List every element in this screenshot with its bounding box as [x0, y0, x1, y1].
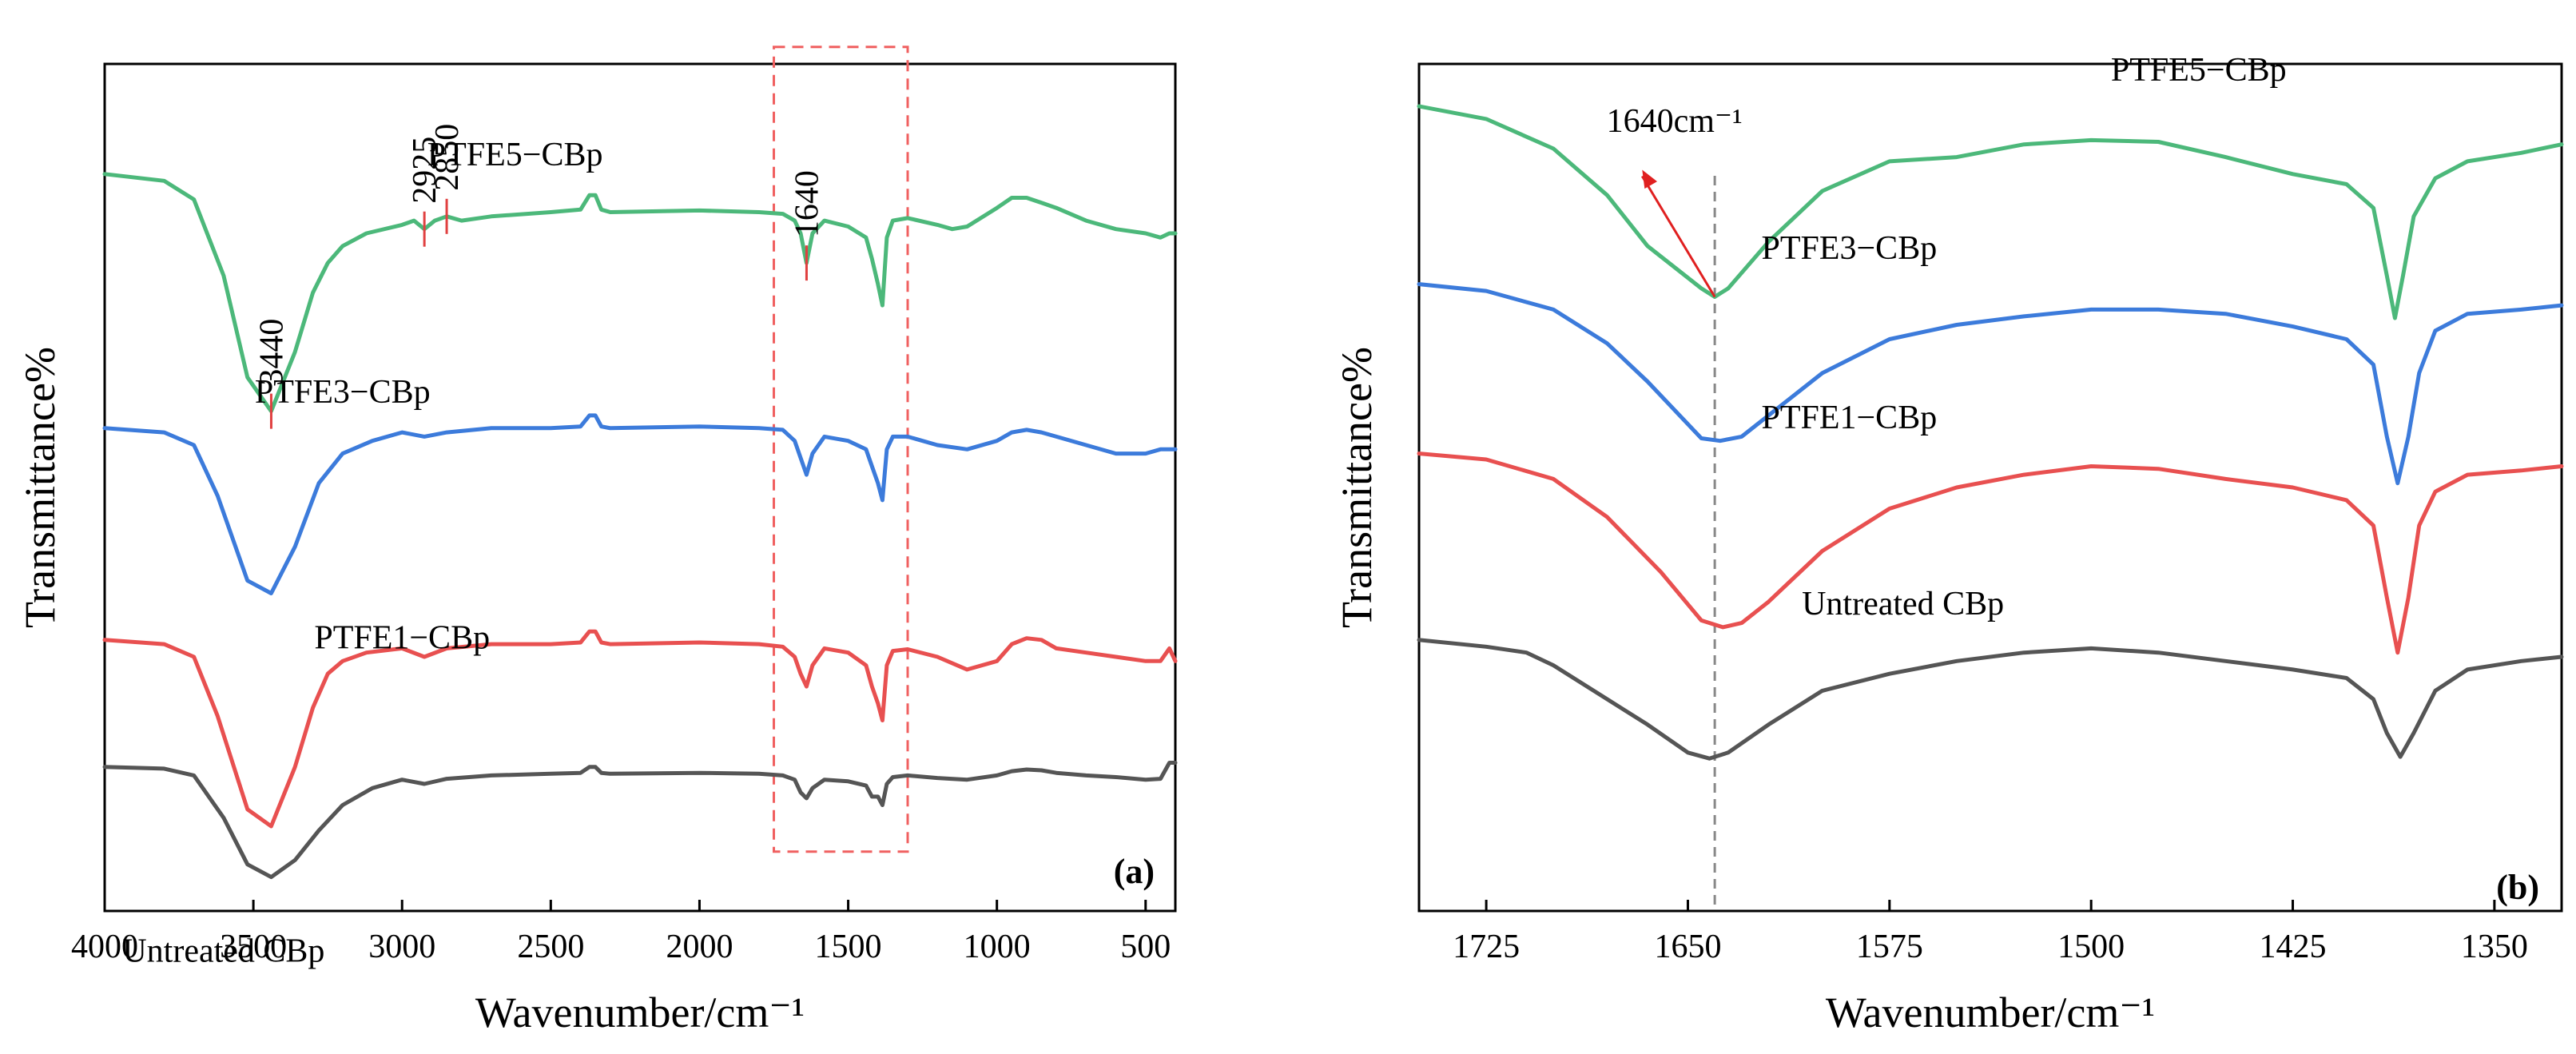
panel-a-series-label-ptfe5-cbp: PTFE5−CBp — [427, 137, 603, 173]
panel-a-x-tick-label: 1000 — [964, 929, 1031, 965]
panel-b-arrow-shaft — [1640, 175, 1716, 298]
panel-a-x-tick-label: 500 — [1120, 929, 1171, 965]
panel-b-label: (b) — [2496, 868, 2539, 907]
panel-b-series-ptfe5-cbp — [1417, 104, 2564, 320]
panel-b-x-tick-label: 1350 — [2461, 929, 2528, 965]
panel-b-x-tick-label: 1575 — [1856, 929, 1923, 965]
panel-a-highlight-box — [773, 46, 909, 853]
panel-b-series-label-ptfe1-cbp: PTFE1−CBp — [1761, 400, 1937, 436]
panel-b-series: PTFE5−CBp PTFE3−CBp PTFE1−CBp Untreated CBp — [1417, 52, 2564, 761]
panel-a-label: (a) — [1114, 852, 1155, 891]
panel-a-series: PTFE5−CBp PTFE3−CBp PTFE1−CBp Untreated CBp — [102, 46, 1178, 970]
panel-b-series-label-ptfe3-cbp: PTFE3−CBp — [1761, 230, 1937, 267]
panel-a-x-axis-title: Wavenumber/cm⁻¹ — [475, 988, 805, 1036]
panel-a-series-ptfe3-cbp — [102, 413, 1178, 595]
panel-b-series-untreated-cbp — [1417, 638, 2564, 761]
panel-b-series-label-ptfe5-cbp: PTFE5−CBp — [2111, 52, 2287, 89]
panel-a-y-axis-title: Transmittance% — [16, 347, 64, 628]
panel-b: PTFE5−CBp PTFE3−CBp PTFE1−CBp Untreated CBp… — [1333, 52, 2564, 1036]
panel-b-annotations: 1640cm⁻¹ — [1607, 103, 1743, 298]
panel-a-frame — [103, 62, 1177, 913]
panel-a-series-label-untreated-cbp: Untreated CBp — [122, 933, 324, 970]
panel-a-peak-label-3440: 3440 — [253, 319, 290, 386]
panel-a-peak-label-1640: 1640 — [789, 170, 825, 237]
panel-b-x-tick-label: 1425 — [2260, 929, 2327, 965]
panel-b-y-axis-title: Transmittance% — [1333, 347, 1381, 628]
panel-a-peak-label-2850: 2850 — [429, 124, 466, 191]
panel-a-x-ticks: 4000 3500 3000 2500 2000 1500 1000 500 — [71, 900, 1171, 965]
panel-a-series-label-ptfe3-cbp: PTFE3−CBp — [255, 374, 431, 411]
panel-b-frame — [1417, 62, 2563, 913]
panel-a-series-untreated-cbp — [102, 761, 1178, 880]
panel-b-x-tick-label: 1650 — [1654, 929, 1721, 965]
panel-b-series-label-untreated-cbp: Untreated CBp — [1802, 586, 2004, 622]
panel-a-x-tick-label: 2500 — [517, 929, 584, 965]
panel-b-x-tick-label: 1500 — [2057, 929, 2125, 965]
panel-a-peak-label-2925: 2925 — [407, 137, 443, 204]
panel-b-x-axis-title: Wavenumber/cm⁻¹ — [1826, 988, 2155, 1036]
panel-b-series-ptfe1-cbp — [1417, 451, 2564, 655]
panel-b-peak-label-1640: 1640cm⁻¹ — [1607, 103, 1743, 140]
panel-a-x-tick-label: 4000 — [71, 929, 138, 965]
panel-a-x-tick-label: 1500 — [815, 929, 882, 965]
panel-a-series-ptfe5-cbp — [102, 172, 1178, 414]
panel-a-series-label-ptfe1-cbp: PTFE1−CBp — [314, 619, 490, 656]
panel-b-arrow-head — [1642, 169, 1657, 189]
panel-b-x-tick-label: 1725 — [1453, 929, 1520, 965]
panel-a-series-ptfe1-cbp — [102, 629, 1178, 829]
panel-a-x-tick-label: 3000 — [368, 929, 435, 965]
panel-a-x-tick-label: 3500 — [220, 929, 287, 965]
panel-b-x-ticks: 1725 1650 1575 1500 1425 1350 — [1453, 900, 2528, 965]
panel-b-series-ptfe3-cbp — [1417, 282, 2564, 486]
panel-a: PTFE5−CBp PTFE3−CBp PTFE1−CBp Untreated CBp… — [16, 46, 1178, 1036]
panel-a-x-tick-label: 2000 — [666, 929, 733, 965]
